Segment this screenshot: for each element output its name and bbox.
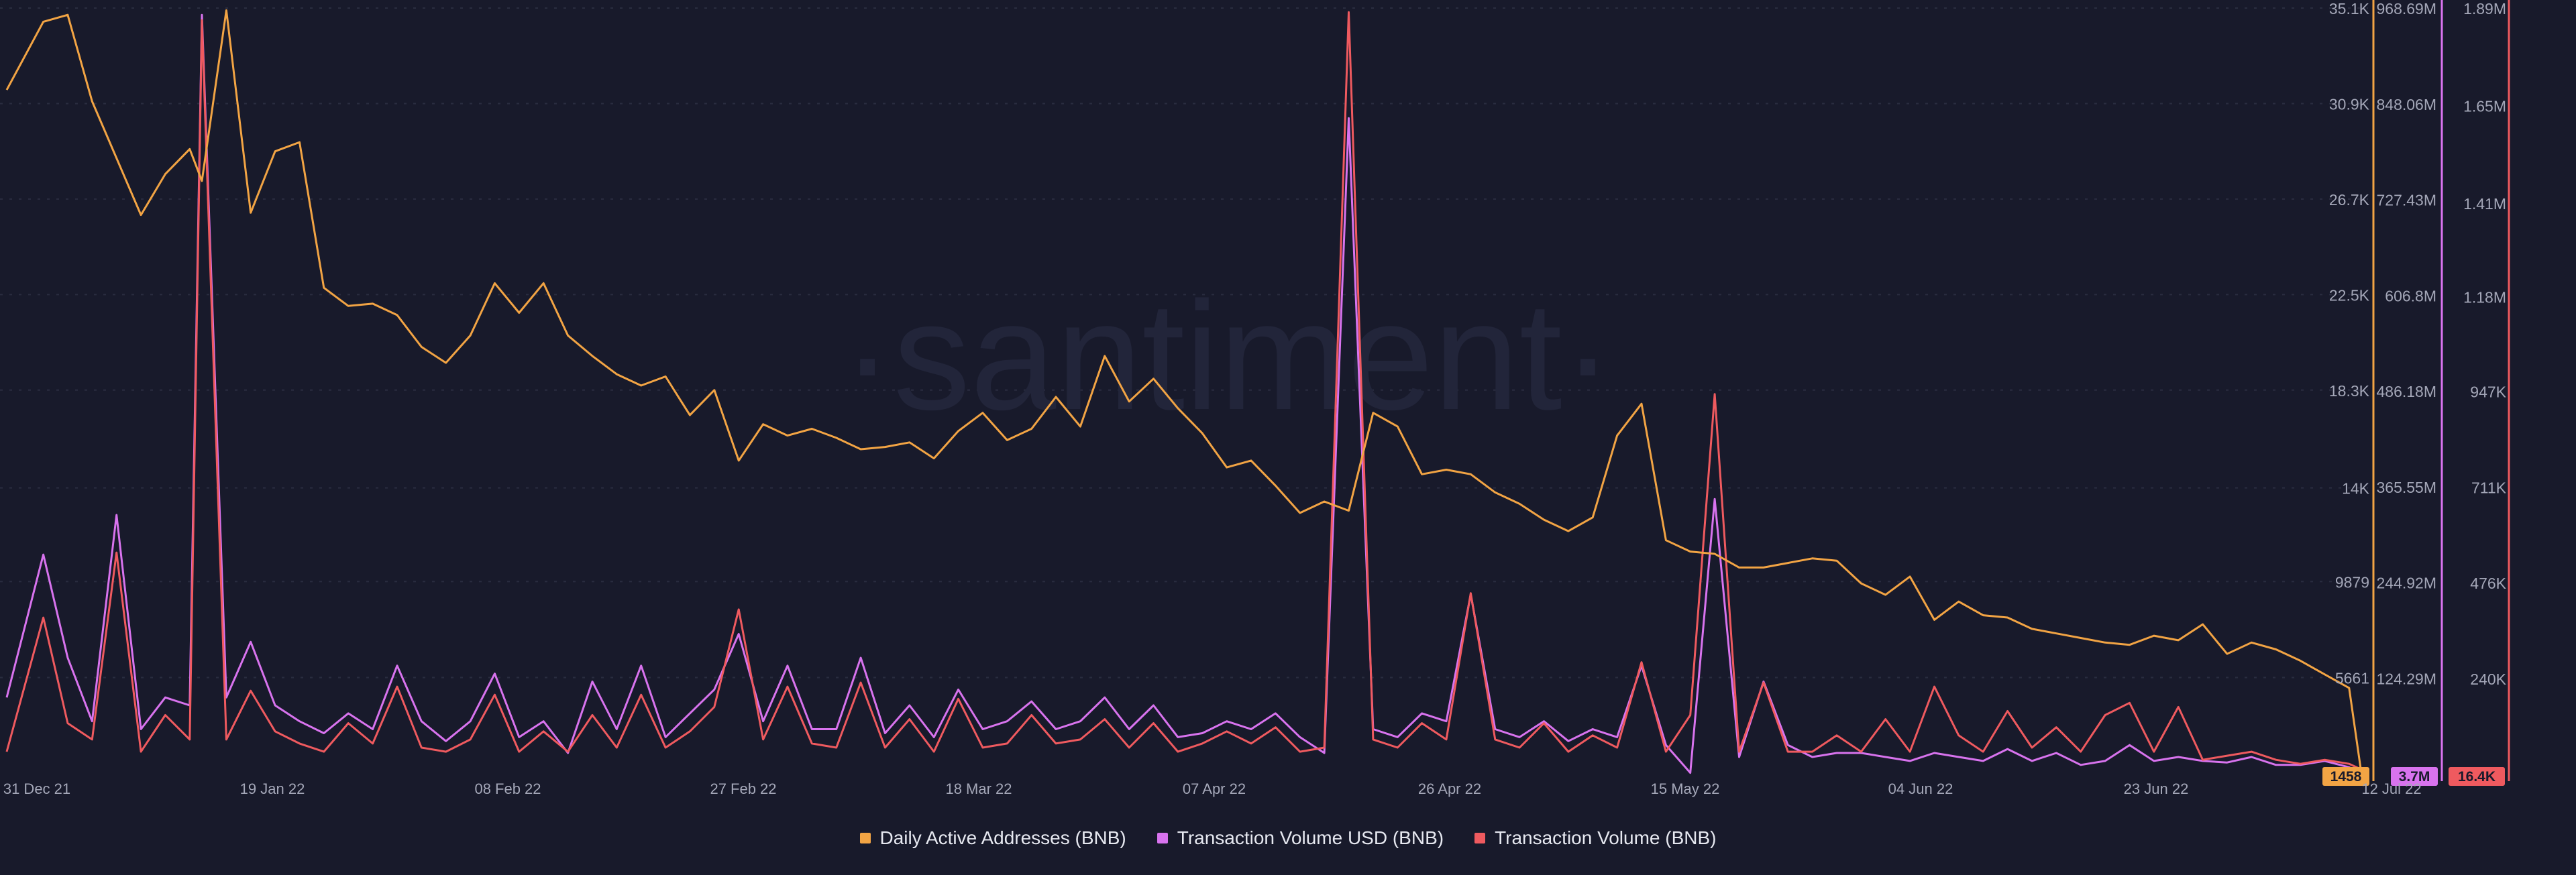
watermark-text: ·santiment· — [842, 270, 1613, 442]
x-tick-label: 19 Jan 22 — [240, 780, 305, 797]
y-tick-label-vol: 476K — [2470, 575, 2506, 592]
y-tick-label-usd: 124.29M — [2376, 670, 2436, 687]
y-tick-label-usd: 848.06M — [2376, 96, 2436, 113]
legend-item-transaction-volume[interactable]: Transaction Volume (BNB) — [1474, 827, 1717, 849]
y-tick-label-usd: 365.55M — [2376, 479, 2436, 496]
axis-layer: 35.1K 30.9K 26.7K 22.5K 18.3K 14K 9879 5661 1458… — [2322, 0, 2510, 786]
y-tick-label-vol: 1.89M — [2463, 0, 2506, 17]
current-value-label-usd: 3.7M — [2399, 769, 2430, 784]
x-tick-label: 07 Apr 22 — [1183, 780, 1246, 797]
y-tick-label-vol: 1.18M — [2463, 288, 2506, 306]
x-tick-label: 08 Feb 22 — [474, 780, 541, 797]
legend-label: Transaction Volume (BNB) — [1495, 827, 1717, 848]
x-tick-label: 04 Jun 22 — [1888, 780, 1953, 797]
legend-label: Daily Active Addresses (BNB) — [879, 827, 1126, 848]
y-tick-label-daa: 26.7K — [2329, 191, 2370, 209]
y-tick-label-usd: 244.92M — [2376, 575, 2436, 592]
x-axis: 31 Dec 21 19 Jan 22 08 Feb 22 27 Feb 22 18 M… — [3, 780, 2422, 797]
current-value-badge-vol — [2449, 767, 2505, 786]
x-tick-label: 31 Dec 21 — [3, 780, 70, 797]
legend-item-transaction-volume-usd[interactable]: Transaction Volume USD (BNB) — [1157, 827, 1444, 849]
chart-legend: Daily Active Addresses (BNB) Transaction… — [0, 823, 2576, 853]
legend-swatch-transaction-volume-usd — [1157, 833, 1168, 843]
y-tick-label-daa: 5661 — [2335, 670, 2369, 687]
x-tick-label: 15 May 22 — [1651, 780, 1720, 797]
y-tick-label-usd: 968.69M — [2376, 0, 2436, 17]
series-line-vol — [5, 11, 2362, 770]
current-value-label-vol: 16.4K — [2458, 769, 2496, 784]
legend-swatch-transaction-volume — [1474, 833, 1486, 843]
x-tick-label: 26 Apr 22 — [1418, 780, 1481, 797]
y-tick-label-vol: 1.65M — [2463, 98, 2506, 115]
legend-label: Transaction Volume USD (BNB) — [1177, 827, 1444, 848]
series-line-usd — [5, 13, 2362, 775]
legend-item-daily-active-addresses[interactable]: Daily Active Addresses (BNB) — [859, 827, 1126, 849]
y-tick-label-daa: 30.9K — [2329, 96, 2370, 113]
y-tick-label-vol: 947K — [2470, 384, 2506, 401]
y-tick-label-daa: 18.3K — [2329, 382, 2370, 400]
y-tick-label-vol: 711K — [2471, 479, 2507, 497]
current-value-badge-usd — [2391, 767, 2438, 786]
x-tick-label: 27 Feb 22 — [710, 780, 776, 797]
y-tick-label-daa: 14K — [2342, 480, 2370, 498]
y-tick-label-daa: 22.5K — [2329, 286, 2370, 304]
y-tick-label-usd: 606.8M — [2385, 287, 2436, 304]
x-tick-label: 18 Mar 22 — [945, 780, 1012, 797]
series-layer — [5, 9, 2363, 775]
y-tick-label-usd: 486.18M — [2376, 383, 2436, 400]
series-line-daa — [5, 9, 2363, 774]
legend-swatch-daily-active-addresses — [859, 833, 871, 843]
y-tick-label-daa: 9879 — [2335, 573, 2369, 591]
x-tick-label: 23 Jun 22 — [2124, 780, 2189, 797]
y-tick-label-daa: 35.1K — [2329, 0, 2370, 17]
y-tick-label-usd: 727.43M — [2376, 192, 2436, 209]
y-tick-label-vol: 1.41M — [2463, 195, 2506, 213]
current-value-label-daa: 1458 — [2330, 769, 2362, 784]
grid-layer — [0, 7, 2368, 679]
y-tick-label-vol: 240K — [2470, 670, 2506, 688]
current-value-badge-daa — [2322, 767, 2369, 786]
x-tick-label: 12 Jul 22 — [2361, 780, 2421, 797]
